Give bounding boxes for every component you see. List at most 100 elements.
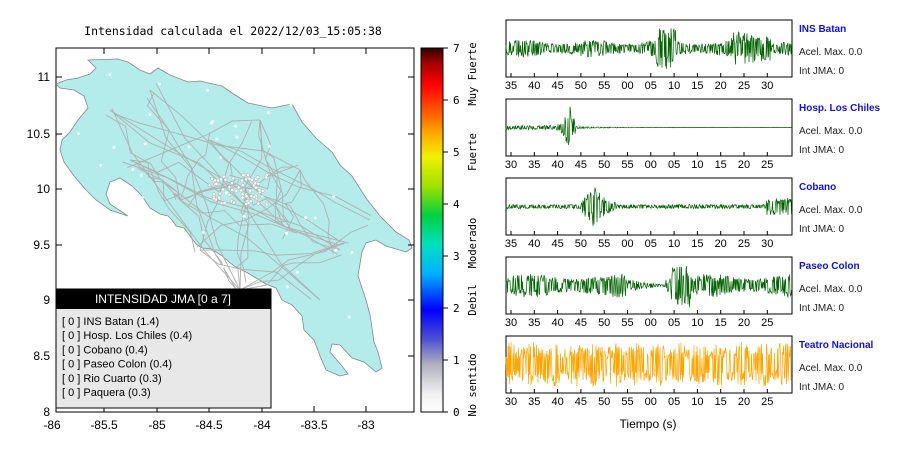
time-tick-label: 50 (598, 317, 610, 329)
station-dot (108, 73, 112, 77)
station-name: INS Batan (799, 24, 846, 35)
time-tick-label: 40 (551, 159, 563, 171)
station-dot (227, 192, 232, 197)
time-tick-label: 10 (668, 80, 680, 92)
station-dot (246, 173, 250, 177)
road-segment (179, 164, 299, 201)
time-tick-label: 20 (738, 159, 750, 171)
station-dot (222, 201, 227, 205)
station-dot (218, 191, 222, 196)
station-jma-intensity: Int JMA: 0 (799, 66, 844, 77)
station-dot (112, 146, 116, 149)
time-tick-label: 15 (715, 159, 727, 171)
station-jma-intensity: Int JMA: 0 (799, 145, 844, 156)
lon-tick-label: -86 (43, 418, 61, 432)
station-dot (224, 191, 228, 195)
road-segment (258, 119, 290, 223)
station-dot (212, 196, 216, 201)
road-network (105, 83, 371, 301)
time-tick-label: 05 (668, 396, 680, 408)
station-dot (217, 195, 221, 200)
road-segment (259, 119, 294, 233)
waveform-panel: 30 35 40 45 50 55 00 05 10 15 20 25 Hosp. Los Chiles… (505, 98, 881, 171)
road-segment (209, 139, 248, 181)
time-tick-label: 55 (621, 159, 633, 171)
station-dot (289, 103, 293, 107)
legend-item: [ 0 ] Paquera (0.3) (62, 387, 151, 399)
station-dot (143, 142, 147, 146)
waveform-trace (505, 342, 792, 387)
station-dot (231, 200, 236, 205)
station-max-accel: Acel. Max. 0.0 (799, 363, 863, 374)
time-tick-label: 50 (575, 238, 587, 250)
waveform-panels: 35 40 45 50 55 00 05 10 15 20 25 30 INS Batan Acel. M… (505, 19, 881, 408)
time-tick-label: 45 (575, 159, 587, 171)
station-dot (220, 286, 224, 289)
station-dot (254, 185, 258, 190)
station-dot (251, 183, 256, 188)
station-dot (257, 188, 262, 192)
station-dot (158, 82, 161, 86)
station-max-accel: Acel. Max. 0.0 (799, 205, 863, 216)
station-dot (236, 185, 241, 190)
station-dot (260, 194, 265, 199)
road-segment (237, 193, 249, 291)
station-dot (239, 188, 244, 193)
time-tick-label: 45 (551, 238, 563, 250)
station-markers (77, 70, 384, 369)
station-dot (241, 173, 246, 177)
time-tick-label: 10 (668, 238, 680, 250)
station-dot (244, 177, 248, 182)
lat-tick-label: 8.5 (33, 349, 50, 363)
station-dot (242, 214, 246, 218)
station-dot (267, 144, 271, 148)
station-name: Teatro Nacional (799, 340, 873, 351)
station-dot (347, 315, 351, 319)
road-segment (239, 254, 342, 291)
station-dot (161, 254, 165, 258)
colorbar-category-label: No sentido (467, 353, 479, 416)
time-tick-label: 25 (761, 317, 773, 329)
time-tick-label: 25 (761, 396, 773, 408)
station-dot (97, 257, 101, 260)
colorbar-tick-label: 6 (453, 94, 460, 107)
intensity-legend: INTENSIDAD JMA [0 a 7] [ 0 ] INS Batan (… (55, 288, 272, 409)
time-tick-label: 50 (598, 396, 610, 408)
time-tick-label: 55 (621, 396, 633, 408)
station-dot (240, 183, 245, 187)
station-dot (201, 231, 205, 234)
station-dot (206, 88, 210, 92)
station-dot (219, 201, 224, 206)
road-segment (209, 139, 371, 216)
time-tick-label: 55 (621, 317, 633, 329)
road-segment (113, 113, 301, 171)
station-dot (377, 70, 381, 74)
time-tick-label: 15 (715, 317, 727, 329)
time-tick-label: 00 (645, 396, 657, 408)
lat-tick-label: 11 (38, 70, 51, 84)
station-dot (321, 75, 325, 79)
station-jma-intensity: Int JMA: 0 (799, 382, 844, 393)
time-tick-label: 30 (505, 396, 517, 408)
time-tick-label: 55 (598, 238, 610, 250)
road-segment (146, 97, 241, 291)
time-tick-label: 25 (738, 238, 750, 250)
road-segment (179, 199, 243, 297)
time-tick-label: 30 (761, 80, 773, 92)
road-segment (146, 93, 181, 201)
lon-tick-label: -84.5 (195, 418, 223, 432)
station-dot (244, 194, 249, 199)
station-dot (274, 350, 278, 354)
legend-item: [ 0 ] Cobano (0.4) (62, 344, 148, 356)
legend-item: [ 0 ] Hosp. Los Chiles (0.4) (62, 330, 192, 342)
colorbar-category-label: Muy Fuerte (467, 42, 479, 105)
road-segment (105, 114, 181, 201)
time-tick-label: 35 (528, 159, 540, 171)
station-dot (313, 216, 317, 220)
time-tick-label: 20 (715, 80, 727, 92)
time-tick-label: 30 (505, 317, 517, 329)
waveform-trace (505, 27, 792, 70)
colorbar-tick-label: 4 (453, 198, 460, 211)
legend-item: [ 0 ] INS Batan (1.4) (62, 316, 159, 328)
